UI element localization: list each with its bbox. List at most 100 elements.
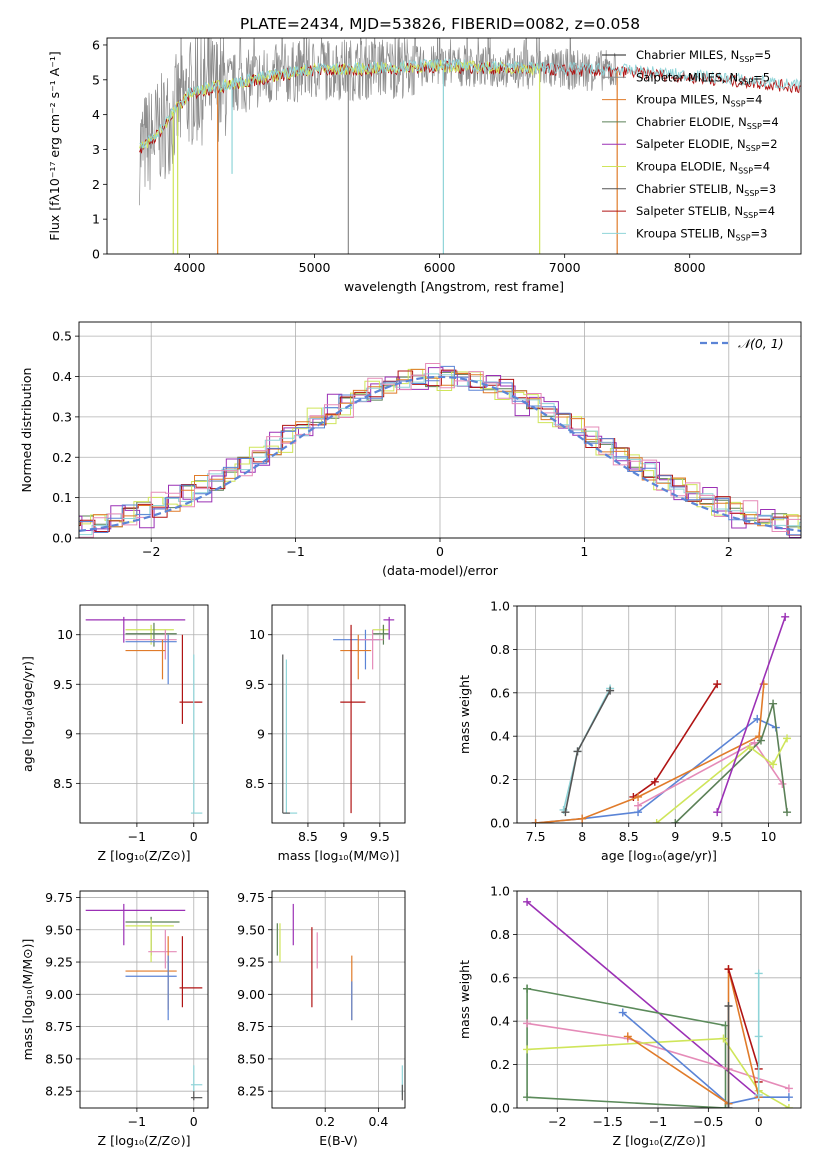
panel-age-vs-mass: 8.5 9 9.5 8.5 9 9.5 10 mass [log₁₀(M/M⊙)] <box>245 604 406 863</box>
tick-label-x: 8.5 <box>298 829 318 844</box>
legend-entry: Chabrier MILES, NSSP=5 <box>636 48 771 64</box>
legend-suffix: =5 <box>753 70 770 84</box>
x-axis-label: wavelength [Angstrom, rest frame] <box>344 279 564 294</box>
legend-entry: Chabrier STELIB, NSSP=3 <box>636 182 776 198</box>
y-axis-label: age [log₁₀(age/yr)] <box>20 656 35 772</box>
errorbar-point <box>340 624 366 814</box>
tick-label-x: 0 <box>436 544 444 559</box>
errorbar-point <box>85 903 186 946</box>
plus-marker <box>719 1034 728 1043</box>
axes: 0.2 0.4 8.25 8.50 8.75 9.00 9.25 9.50 9.75 E(B-V) <box>237 890 406 1148</box>
legend-entry: Salpeter ELODIE, NSSP=2 <box>636 137 778 153</box>
series-line <box>716 616 786 813</box>
tick-label-x: 6000 <box>424 260 456 275</box>
tick-label-x: 8.5 <box>619 829 639 844</box>
axes-frame <box>271 890 406 1109</box>
tick-label-y: 4 <box>92 107 100 122</box>
series-salpeter-miles <box>634 738 787 810</box>
tick-label-x: 9 <box>671 829 679 844</box>
tick-label-y: 8.25 <box>237 1084 265 1099</box>
plus-marker <box>784 1084 793 1093</box>
plus-marker <box>724 1104 733 1108</box>
errorbar-point <box>372 624 389 645</box>
tick-label-x: −1 <box>128 829 146 844</box>
panel-spectrum: 4000 5000 6000 7000 8000 0 1 2 3 4 5 6 wavelength [A… <box>47 37 802 294</box>
plus-marker <box>754 969 763 978</box>
tick-label-y: 8.75 <box>45 1019 73 1034</box>
series-chabrier-miles <box>618 1008 793 1108</box>
tick-label-y: 10 <box>249 627 265 642</box>
series-line <box>564 690 611 813</box>
legend-suffix: =3 <box>759 182 776 196</box>
series-kroupa-miles <box>531 680 768 823</box>
series-salpeter-elodie <box>523 897 763 1102</box>
tick-label-y: 9.75 <box>237 890 265 905</box>
plot-area <box>139 38 801 254</box>
tick-label-y: 9.50 <box>45 922 73 937</box>
legend-subscript: SSP <box>747 122 762 131</box>
legend-subscript: SSP <box>736 233 751 242</box>
tick-label-y: 1.0 <box>490 599 510 614</box>
tick-label-y: 8.5 <box>245 776 265 791</box>
histogram-kroupa-miles <box>79 368 801 538</box>
plus-marker <box>523 1093 532 1102</box>
plus-marker <box>756 736 765 745</box>
x-axis-label: age [log₁₀(age/yr)] <box>601 848 717 863</box>
legend-entry: Salpeter MILES, NSSP=5 <box>636 70 770 86</box>
series-kroupa-stelib <box>139 57 801 150</box>
legend-entry: Salpeter STELIB, NSSP=4 <box>636 204 775 220</box>
histogram-chabrier-miles <box>79 365 801 536</box>
series-line <box>562 688 611 811</box>
axes-frame <box>271 604 406 824</box>
tick-label-y: 8.50 <box>45 1051 73 1066</box>
axes-frame <box>516 890 802 1109</box>
legend-suffix: =4 <box>753 160 770 174</box>
plus-marker <box>634 792 643 801</box>
errorbar-point <box>282 659 298 814</box>
plus-marker <box>523 897 532 906</box>
tick-label-y: 9.00 <box>237 987 265 1002</box>
plot-area <box>282 616 395 814</box>
tick-label-x: 0.2 <box>315 1114 335 1129</box>
tick-label-y: 8.75 <box>237 1019 265 1034</box>
errorbar-point <box>125 622 177 647</box>
tick-label-y: 0.8 <box>490 927 510 942</box>
errorbar-point <box>340 634 372 680</box>
x-axis-label: Z [log₁₀(Z/Z⊙)] <box>98 848 191 863</box>
histogram-kroupa-stelib <box>79 373 801 536</box>
legend-entry: Kroupa STELIB, NSSP=3 <box>636 226 767 242</box>
legend-suffix: =4 <box>746 93 763 107</box>
plus-marker <box>769 699 778 708</box>
tick-label-y: 10 <box>57 627 73 642</box>
tick-label-x: 4000 <box>174 260 206 275</box>
errorbar-point <box>148 929 177 969</box>
plot-area <box>79 363 801 538</box>
errorbar-point <box>190 1091 203 1101</box>
series-line <box>527 1037 790 1108</box>
plus-marker <box>713 680 722 689</box>
series-kroupa-elodie <box>523 1034 793 1108</box>
legend-subscript: SSP <box>739 55 754 64</box>
legend: Chabrier MILES, NSSP=5 Salpeter MILES, NS… <box>602 48 779 242</box>
legend-suffix: =5 <box>754 48 771 62</box>
series-line <box>656 738 788 823</box>
series-kroupa-stelib <box>559 684 615 814</box>
histogram-salpeter-elodie <box>79 367 801 538</box>
grid <box>272 605 405 823</box>
series-line <box>627 968 760 1106</box>
tick-label-y: 9.25 <box>45 955 73 970</box>
tick-label-y: 9 <box>257 726 265 741</box>
tick-label-y: 0.2 <box>490 772 510 787</box>
tick-label-y: 0.6 <box>490 970 510 985</box>
series-chabrier-elodie <box>671 699 792 823</box>
plus-marker <box>618 1008 627 1017</box>
legend-subscript: SSP <box>743 211 758 220</box>
plus-marker <box>573 747 582 756</box>
plus-marker <box>721 1104 730 1108</box>
errorbar-point <box>125 955 177 1021</box>
plus-marker <box>578 814 587 823</box>
series-chabrier-elodie <box>523 984 730 1108</box>
axes: −1 0 8.5 9 9.5 10 Z [log₁₀(Z/Z⊙)] age [log₁₀(ag… <box>20 604 209 863</box>
x-axis-label: E(B-V) <box>319 1133 358 1148</box>
